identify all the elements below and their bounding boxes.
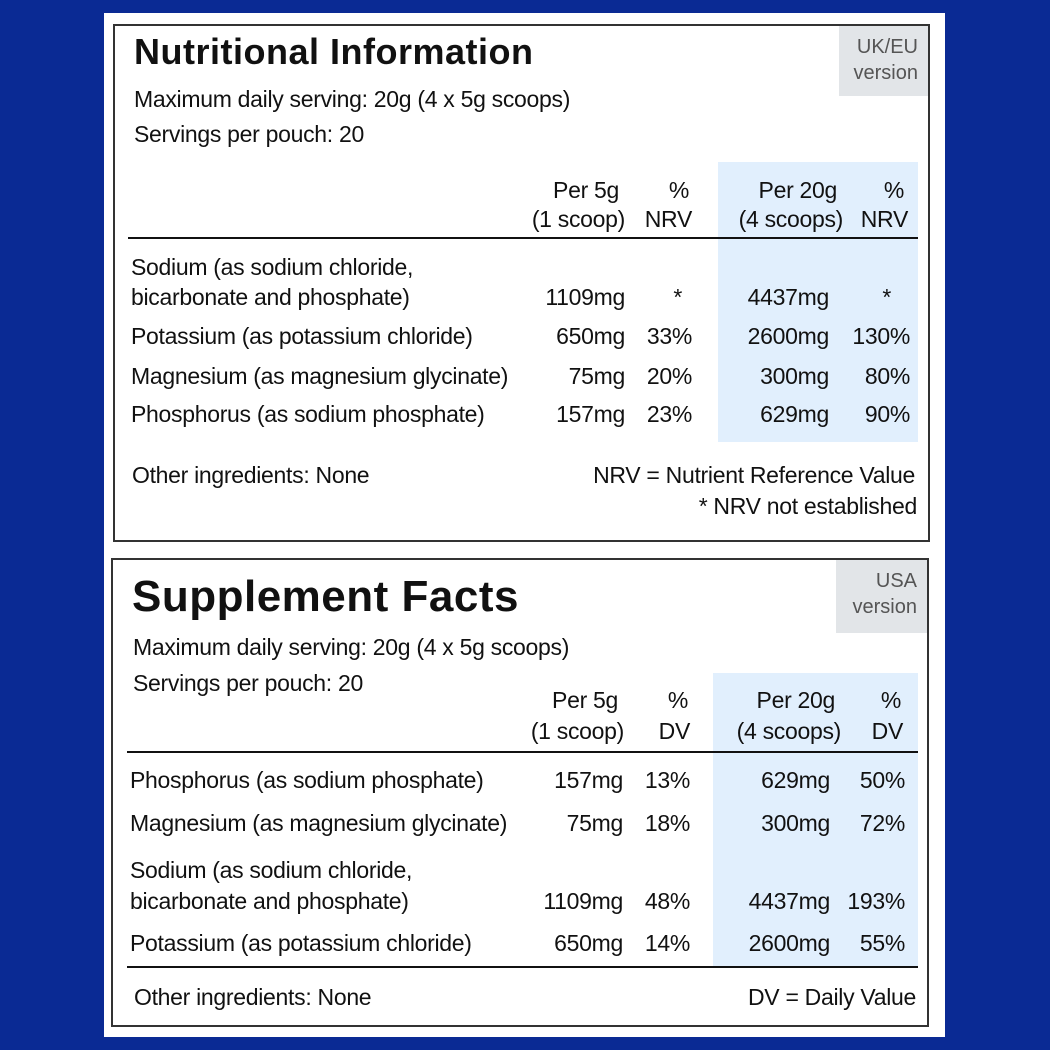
col-header: DV: [658, 718, 691, 744]
percent: 130%: [852, 323, 910, 349]
uk-version-badge: UK/EU version: [839, 26, 928, 96]
value: 4437mg: [748, 888, 831, 914]
col-header: Per 5g: [552, 687, 618, 713]
col-header: %: [880, 687, 901, 713]
nutrient-name: Potassium (as potassium chloride): [131, 323, 473, 349]
percent: 193%: [847, 888, 905, 914]
value: 300mg: [760, 363, 829, 389]
col-header: (1 scoop): [531, 206, 625, 232]
percent: *: [882, 284, 891, 310]
percent: 90%: [864, 401, 910, 427]
nutrient-name: bicarbonate and phosphate): [131, 284, 410, 310]
col-header: (4 scoops): [736, 718, 842, 744]
percent: 50%: [859, 767, 905, 793]
nutrient-name: Magnesium (as magnesium glycinate): [131, 363, 509, 389]
uk-other-ingredients: Other ingredients: None: [132, 462, 370, 488]
us-per20g-highlight: [713, 673, 918, 966]
uk-nrv-note: NRV = Nutrient Reference Value: [593, 462, 915, 488]
nutrient-name: Phosphorus (as sodium phosphate): [131, 401, 485, 427]
nutrient-name: Potassium (as potassium chloride): [130, 930, 472, 956]
badge-line: UK/EU: [856, 36, 918, 58]
uk-nrv-footnote: * NRV not established: [698, 493, 918, 519]
value: 75mg: [568, 363, 626, 389]
percent: 23%: [646, 401, 692, 427]
col-header: NRV: [644, 206, 693, 232]
col-header: DV: [871, 718, 904, 744]
us-version-badge: USA version: [836, 560, 927, 633]
uk-servings: Servings per pouch: 20: [134, 121, 364, 147]
col-header: Per 20g: [756, 687, 836, 713]
percent: 20%: [646, 363, 692, 389]
col-header: Per 20g: [758, 177, 838, 203]
uk-max-serving: Maximum daily serving: 20g (4 x 5g scoop…: [134, 86, 571, 112]
nutrient-name: bicarbonate and phosphate): [130, 888, 409, 914]
value: 650mg: [554, 930, 623, 956]
value: 1109mg: [543, 888, 623, 914]
value: 300mg: [761, 810, 830, 836]
percent: *: [673, 284, 682, 310]
value: 2600mg: [747, 323, 830, 349]
value: 157mg: [556, 401, 625, 427]
us-other-ingredients: Other ingredients: None: [134, 984, 372, 1010]
table-bottom-divider: [127, 966, 918, 968]
percent: 80%: [864, 363, 910, 389]
nutrient-name: Sodium (as sodium chloride,: [130, 857, 413, 883]
badge-line: version: [852, 596, 917, 618]
value: 629mg: [760, 401, 829, 427]
us-dv-note: DV = Daily Value: [748, 984, 916, 1010]
col-header: NRV: [860, 206, 909, 232]
nutrient-name: Phosphorus (as sodium phosphate): [130, 767, 484, 793]
value: 1109mg: [545, 284, 625, 310]
badge-line: USA: [875, 570, 917, 592]
value: 2600mg: [748, 930, 831, 956]
percent: 55%: [859, 930, 905, 956]
value: 75mg: [566, 810, 624, 836]
percent: 18%: [644, 810, 690, 836]
badge-line: version: [853, 62, 918, 84]
percent: 72%: [859, 810, 905, 836]
value: 4437mg: [747, 284, 830, 310]
percent: 14%: [644, 930, 690, 956]
us-title: Supplement Facts: [132, 572, 519, 621]
header-divider: [127, 751, 918, 753]
value: 629mg: [761, 767, 830, 793]
uk-per20g-highlight: [718, 162, 918, 442]
percent: 33%: [646, 323, 692, 349]
percent: 13%: [644, 767, 690, 793]
col-header: %: [667, 687, 688, 713]
value: 650mg: [556, 323, 625, 349]
uk-nutrition-box: [113, 24, 930, 542]
col-header: Per 5g: [553, 177, 619, 203]
us-supplement-box: [111, 558, 929, 1027]
col-header: (4 scoops): [738, 206, 844, 232]
us-servings: Servings per pouch: 20: [133, 670, 363, 696]
value: 157mg: [554, 767, 623, 793]
header-divider: [128, 237, 918, 239]
col-header: (1 scoop): [530, 718, 624, 744]
col-header: %: [668, 177, 689, 203]
us-max-serving: Maximum daily serving: 20g (4 x 5g scoop…: [133, 634, 570, 660]
nutrient-name: Sodium (as sodium chloride,: [131, 254, 414, 280]
percent: 48%: [644, 888, 690, 914]
uk-title: Nutritional Information: [134, 31, 534, 72]
col-header: %: [883, 177, 904, 203]
nutrient-name: Magnesium (as magnesium glycinate): [130, 810, 508, 836]
